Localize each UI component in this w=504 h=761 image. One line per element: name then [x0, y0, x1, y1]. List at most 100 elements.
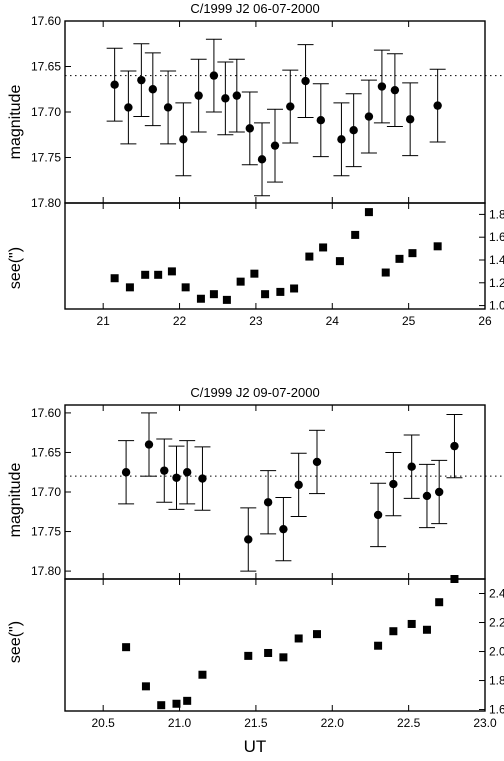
y-tick-label: 1.8: [489, 207, 504, 221]
data-point: [141, 682, 150, 691]
chart-2-ylabel: see("): [7, 247, 24, 289]
data-point: [160, 466, 169, 475]
data-point: [301, 76, 310, 86]
data-point: [450, 441, 459, 451]
data-point: [450, 575, 459, 583]
data-point: [374, 641, 383, 650]
data-point: [422, 491, 432, 501]
data-point: [294, 480, 303, 490]
chart-4-ylabel: see("): [7, 621, 24, 663]
data-point: [405, 115, 415, 124]
data-point: [261, 290, 270, 299]
data-point: [222, 295, 231, 304]
data-point: [110, 80, 119, 89]
data-point: [389, 479, 398, 489]
data-point: [305, 252, 314, 261]
data-point: [232, 91, 242, 100]
data-point: [244, 535, 253, 544]
data-point: [121, 468, 131, 477]
data-point: [433, 242, 442, 251]
plot-area: 17.60 17.65 17.70 17.75 17.80 1.0 1.2 1.4 1.6 1.8…: [31, 14, 504, 730]
data-point: [312, 457, 322, 467]
chart-3-title: C/1999 J2 09-07-2000: [190, 385, 319, 400]
data-point: [122, 643, 131, 652]
y-tick-label: 1.6: [489, 230, 504, 244]
data-point: [290, 284, 299, 293]
data-point: [377, 82, 387, 91]
data-point: [279, 524, 288, 534]
y-tick-label: 17.70: [31, 105, 61, 119]
data-point: [144, 440, 154, 449]
x-tick-label: 24: [326, 314, 340, 328]
data-point: [264, 648, 273, 657]
x-tick-label: 21.0: [168, 716, 192, 730]
y-tick-label: 17.80: [31, 196, 61, 210]
x-tick-label: 25: [402, 314, 416, 328]
data-point: [364, 208, 373, 217]
y-tick-label: 2.4: [489, 587, 504, 601]
x-tick-label: 22.0: [321, 716, 345, 730]
y-tick-label: 2.0: [489, 645, 504, 659]
data-point: [351, 230, 360, 239]
x-tick-label: 23: [249, 314, 263, 328]
data-point: [373, 510, 383, 520]
data-point: [286, 102, 295, 111]
data-point: [124, 103, 133, 112]
x-tick-label: 22.5: [397, 716, 421, 730]
data-point: [196, 294, 205, 303]
data-point: [313, 630, 321, 639]
x-tick-label: 21.5: [244, 716, 268, 730]
data-point: [270, 141, 280, 150]
data-point: [236, 277, 245, 286]
data-point: [209, 290, 218, 299]
data-point: [422, 625, 431, 634]
data-point: [221, 94, 230, 103]
x-tick-label: 22: [173, 314, 187, 328]
data-point: [263, 498, 273, 507]
data-point: [408, 249, 417, 258]
data-point: [395, 254, 404, 263]
data-point: [250, 269, 259, 278]
y-tick-label: 1.6: [489, 703, 504, 717]
data-point: [172, 473, 181, 482]
data-point: [381, 268, 390, 277]
data-point: [209, 71, 219, 80]
y-tick-label: 17.60: [31, 406, 61, 420]
data-point: [194, 91, 203, 100]
x-tick-label: 23.0: [473, 716, 497, 730]
data-point: [172, 699, 181, 708]
data-point: [181, 283, 190, 292]
data-point: [157, 701, 166, 710]
data-point: [319, 243, 328, 252]
y-tick-label: 17.70: [31, 485, 61, 499]
data-point: [389, 627, 398, 636]
data-point: [154, 270, 163, 279]
x-tick-label: 21: [97, 314, 111, 328]
data-point: [349, 126, 358, 135]
data-point: [182, 468, 192, 477]
chart-3-frame: [64, 404, 486, 580]
y-tick-label: 17.65: [31, 445, 61, 459]
chart-4-frame: [64, 578, 486, 712]
data-point: [435, 598, 444, 607]
data-point: [167, 267, 176, 276]
chart-1-title: C/1999 J2 06-07-2000: [190, 1, 319, 16]
data-point: [179, 135, 188, 144]
y-tick-label: 17.80: [31, 564, 61, 578]
data-point: [407, 462, 416, 471]
data-point: [276, 287, 285, 296]
y-tick-label: 1.8: [489, 674, 504, 688]
data-point: [198, 474, 207, 483]
y-tick-label: 1.2: [489, 276, 504, 290]
data-point: [407, 619, 416, 628]
data-point: [245, 124, 254, 133]
data-point: [335, 257, 344, 266]
y-tick-label: 17.60: [31, 14, 61, 28]
y-tick-label: 17.75: [31, 151, 61, 165]
y-tick-label: 2.2: [489, 616, 504, 630]
data-point: [125, 283, 134, 292]
chart-1-ylabel: magnitude: [7, 85, 24, 160]
data-point: [257, 155, 267, 164]
data-point: [141, 270, 150, 279]
